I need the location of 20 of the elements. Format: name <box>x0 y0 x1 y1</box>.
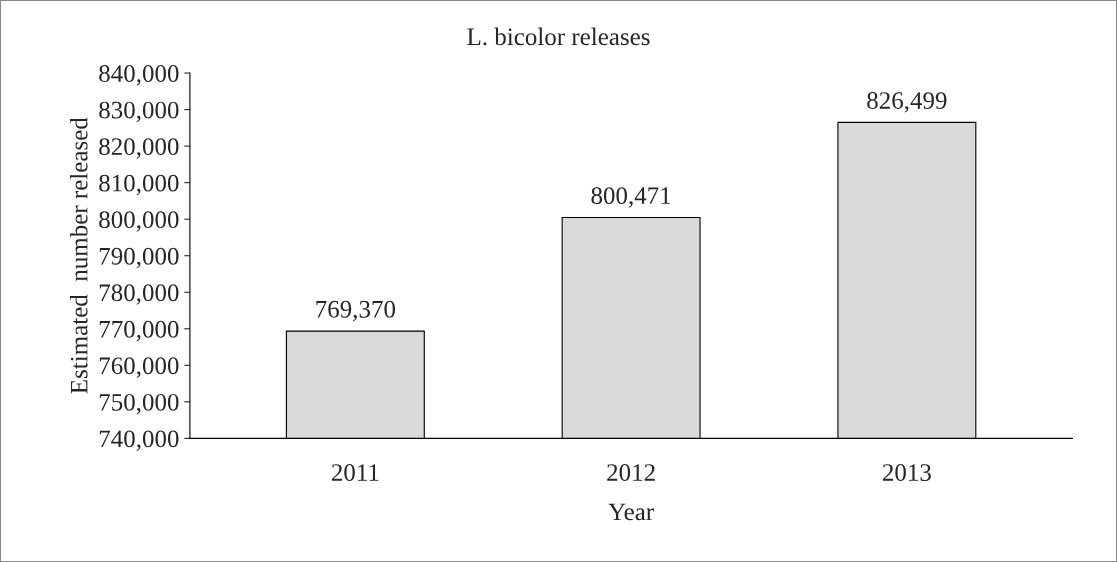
y-tick-label: 840,000 <box>99 65 179 86</box>
data-label: 769,370 <box>316 300 396 322</box>
y-tick-label: 830,000 <box>99 101 179 123</box>
x-tick-label: 2013 <box>882 464 931 481</box>
data-label: 800,471 <box>591 187 671 208</box>
y-tick-label: 750,000 <box>99 393 179 415</box>
y-tick-label: 740,000 <box>99 430 179 451</box>
y-tick-label: 820,000 <box>99 138 179 159</box>
data-label: 826,499 <box>867 92 947 113</box>
x-tick-label: 2011 <box>331 464 379 481</box>
y-tick-label: 790,000 <box>99 247 179 269</box>
y-tick-label: 800,000 <box>99 211 179 232</box>
y-axis-title: Estimated number released <box>70 117 88 394</box>
y-tick-label: 810,000 <box>99 174 179 196</box>
x-axis-title: Year <box>608 503 654 521</box>
y-tick-label: 770,000 <box>99 320 179 342</box>
y-tick-label: 780,000 <box>99 284 179 305</box>
chart-title: L. bicolor releases <box>467 27 650 46</box>
x-tick-label: 2012 <box>607 464 655 481</box>
y-tick-label: 760,000 <box>99 357 179 378</box>
